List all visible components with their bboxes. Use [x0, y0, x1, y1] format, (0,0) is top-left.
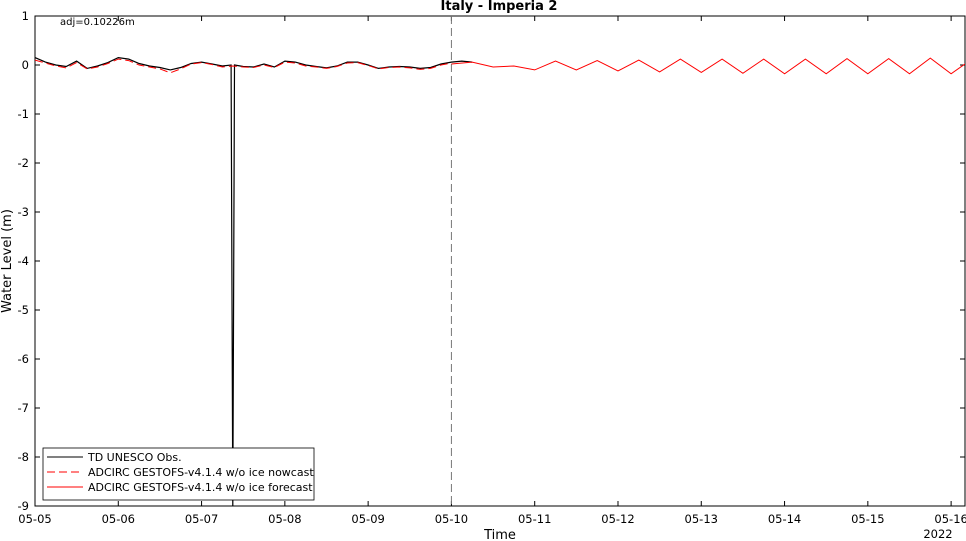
y-tick-label: 1	[22, 9, 29, 23]
x-tick-label: 05-10	[435, 512, 468, 526]
x-tick-label: 05-12	[601, 512, 634, 526]
y-tick-label: -2	[18, 156, 29, 170]
y-tick-label: 0	[22, 58, 29, 72]
series-layer	[35, 56, 965, 506]
series-forecast-line	[451, 57, 965, 75]
legend: TD UNESCO Obs. ADCIRC GESTOFS-v4.1.4 w/o…	[42, 447, 315, 501]
y-tick-label: -6	[18, 352, 29, 366]
y-tick-label: -8	[18, 450, 29, 464]
x-tick-label: 05-05	[18, 512, 51, 526]
y-tick-label: -7	[18, 401, 29, 415]
chart-title: Italy - Imperia 2	[441, 0, 558, 14]
legend-label-nowcast: ADCIRC GESTOFS-v4.1.4 w/o ice nowcast	[88, 466, 314, 479]
x-tick-label: 05-08	[268, 512, 301, 526]
x-tick-label: 05-07	[185, 512, 218, 526]
x-tick-label: 05-11	[518, 512, 551, 526]
y-axis-title: Water Level (m)	[0, 209, 15, 313]
plot-area	[34, 15, 966, 507]
legend-box	[42, 447, 315, 501]
year-label: 2022	[923, 527, 952, 541]
y-tick-label: -5	[18, 303, 29, 317]
y-tick-label: -1	[18, 107, 29, 121]
x-tick-label: 05-14	[768, 512, 801, 526]
x-tick-label: 05-09	[351, 512, 384, 526]
x-axis-title: Time	[483, 528, 516, 541]
x-tick-label: 05-13	[685, 512, 718, 526]
series-nowcast-line	[35, 58, 452, 74]
x-tick-label: 05-06	[102, 512, 135, 526]
y-tick-label: -9	[18, 499, 29, 513]
x-tick-label: 05-15	[851, 512, 884, 526]
x-tick-label: 05-16	[934, 512, 966, 526]
x-axis: 05-05 05-06 05-07 05-08 05-09 05-10 05-11 05-12…	[18, 16, 966, 526]
y-tick-label: -3	[18, 205, 29, 219]
y-axis: 1 0 -1 -2 -3 -4 -5 -6 -7 -8 -9	[18, 9, 965, 513]
legend-label-forecast: ADCIRC GESTOFS-v4.1.4 w/o ice forecast	[88, 481, 313, 494]
adjustment-annotation: adj=0.10226m	[60, 17, 135, 28]
y-tick-label: -4	[18, 254, 29, 268]
legend-label-obs: TD UNESCO Obs.	[87, 451, 182, 464]
